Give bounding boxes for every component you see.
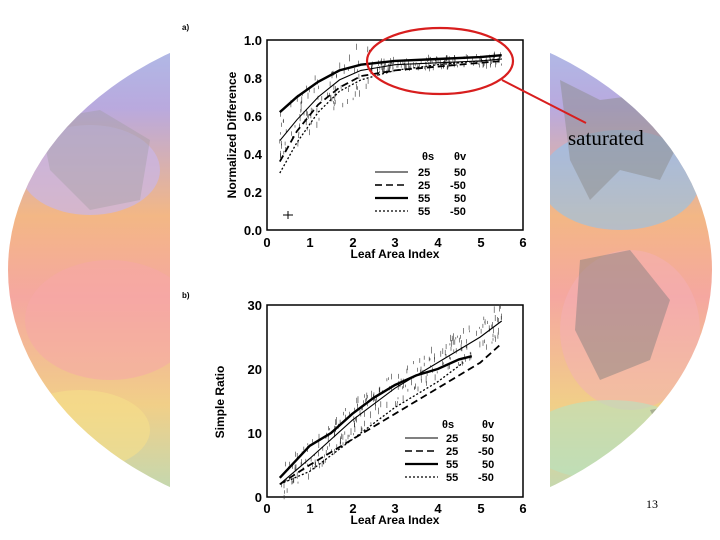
b-xtick-5: 5 — [477, 501, 484, 516]
a-legend-tv-4: -50 — [450, 206, 466, 218]
chart-a-frame — [266, 39, 524, 231]
b-xtick-6: 6 — [519, 501, 526, 516]
a-xtick-3: 3 — [391, 235, 398, 250]
chart-a: a) 1.0 0.8 0.6 0.4 0.2 0.0 0 1 2 3 4 5 6… — [182, 23, 527, 261]
chart-a-series-lines — [279, 54, 502, 174]
b-y-axis-label: Simple Ratio — [213, 366, 227, 439]
a-legend-tv-1: 50 — [454, 167, 466, 179]
b-x-axis-label: Leaf Area Index — [351, 513, 440, 527]
b-series-line-2 — [279, 342, 503, 485]
chart-a-legend: θs θv 25 50 25 -50 55 50 55 -50 — [375, 151, 467, 218]
figure-panel: a) 1.0 0.8 0.6 0.4 0.2 0.0 0 1 2 3 4 5 6… — [170, 10, 550, 530]
a-ytick-0.8: 0.8 — [244, 71, 262, 86]
a-xtick-4: 4 — [434, 235, 442, 250]
a-xtick-1: 1 — [306, 235, 313, 250]
b-series-line-3 — [278, 355, 473, 479]
panel-b-label: b) — [182, 291, 190, 300]
slide-number: 13 — [646, 497, 658, 511]
a-legend-ts-3: 55 — [418, 193, 430, 205]
a-legend-tv-2: -50 — [450, 180, 466, 192]
b-legend-tv-4: -50 — [478, 472, 494, 484]
a-series-line-4 — [279, 58, 502, 174]
b-xtick-0: 0 — [263, 501, 270, 516]
chart-b-legend: θs θv 25 50 25 -50 55 50 55 -50 — [405, 419, 495, 484]
a-ytick-0.4: 0.4 — [244, 147, 263, 162]
a-y-axis-label: Normalized Difference — [225, 71, 239, 198]
chart-b-scatter-noise — [281, 304, 502, 500]
b-xtick-3: 3 — [391, 501, 398, 516]
a-x-axis-label: Leaf Area Index — [351, 247, 440, 261]
a-legend-tv-3: 50 — [454, 193, 466, 205]
b-ytick-30: 30 — [248, 298, 262, 313]
panel-a-label: a) — [182, 23, 189, 32]
b-ytick-20: 20 — [248, 362, 262, 377]
b-ytick-10: 10 — [248, 426, 262, 441]
b-legend-ts-2: 25 — [446, 446, 458, 458]
b-legend-tv-3: 50 — [482, 459, 494, 471]
a-ytick-1.0: 1.0 — [244, 33, 262, 48]
b-series-line-4 — [279, 362, 464, 485]
a-xtick-6: 6 — [519, 235, 526, 250]
b-legend-tv-1: 50 — [482, 433, 494, 445]
chart-b: b) 30 20 10 0 0 1 2 3 4 5 6 Leaf Area In… — [182, 291, 527, 527]
a-ytick-0.6: 0.6 — [244, 109, 262, 124]
a-legend-ts-1: 25 — [418, 167, 430, 179]
b-xtick-4: 4 — [434, 501, 442, 516]
b-legend-ts-4: 55 — [446, 472, 458, 484]
a-error-bar-marker — [283, 211, 293, 219]
a-xtick-2: 2 — [349, 235, 356, 250]
a-xtick-0: 0 — [263, 235, 270, 250]
a-ytick-0.0: 0.0 — [244, 223, 262, 238]
chart-b-frame — [266, 304, 524, 498]
chart-b-series-lines — [278, 320, 503, 485]
a-legend-ts-2: 25 — [418, 180, 430, 192]
b-series-line-1 — [279, 320, 503, 485]
b-ytick-0: 0 — [255, 490, 262, 505]
a-ytick-0.2: 0.2 — [244, 185, 262, 200]
b-legend-header-theta-s: θs — [442, 419, 454, 431]
b-xtick-2: 2 — [349, 501, 356, 516]
b-legend-tv-2: -50 — [478, 446, 494, 458]
a-legend-ts-4: 55 — [418, 206, 430, 218]
a-legend-header-theta-v: θv — [454, 151, 467, 163]
b-xtick-1: 1 — [306, 501, 313, 516]
a-legend-header-theta-s: θs — [422, 151, 434, 163]
saturated-annotation-label: saturated — [568, 126, 644, 150]
a-series-line-2 — [279, 60, 502, 163]
a-xtick-5: 5 — [477, 235, 484, 250]
b-legend-ts-3: 55 — [446, 459, 458, 471]
b-legend-ts-1: 25 — [446, 433, 458, 445]
b-legend-header-theta-v: θv — [482, 419, 495, 431]
